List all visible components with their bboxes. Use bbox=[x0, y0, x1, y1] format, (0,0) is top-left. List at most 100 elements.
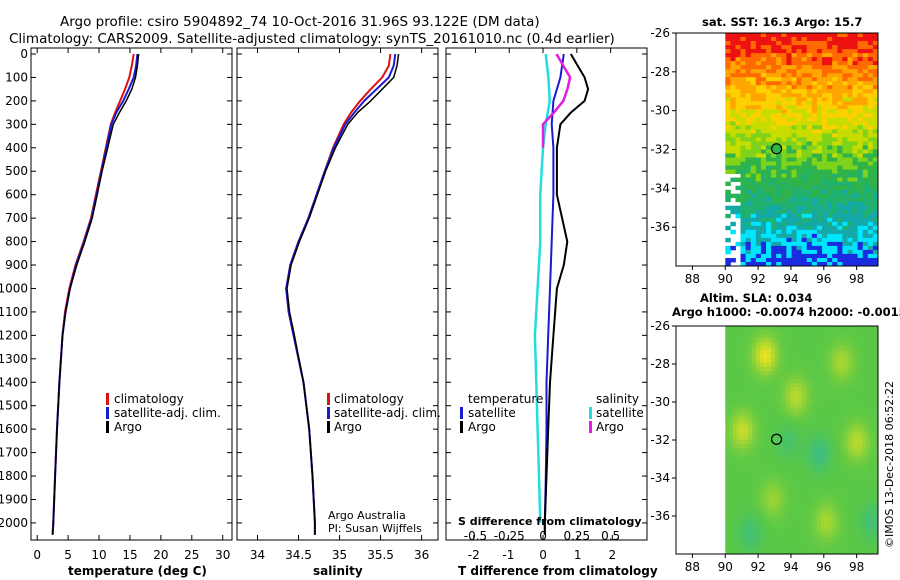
x-tick-label: 35.5 bbox=[367, 548, 394, 562]
s-tick-label: 0.5 bbox=[601, 529, 620, 543]
x-tick-label: 34.5 bbox=[285, 548, 312, 562]
sst-argo-marker bbox=[770, 143, 783, 155]
title-line-1: Argo profile: csiro 5904892_74 10-Oct-20… bbox=[60, 14, 540, 30]
depth-axis: 0 100 200 300 400 500 600 700 800 900 1000 1100 1200… bbox=[0, 47, 28, 530]
series-line-salinity-satellite bbox=[533, 53, 552, 523]
x-tick-label: 5 bbox=[64, 548, 72, 562]
sst-map-title: sat. SST: 16.3 Argo: 15.7 bbox=[702, 15, 862, 29]
depth-tick-label: 0 bbox=[20, 47, 28, 61]
lat-tick-label: -28 bbox=[650, 65, 670, 79]
difference-legend: temperature satellite Argo salinity sate… bbox=[460, 392, 644, 434]
legend-temperature-title: temperature bbox=[468, 392, 543, 406]
lon-tick-label: 90 bbox=[718, 560, 733, 574]
salinity-xlabel: salinity bbox=[313, 564, 363, 578]
s-tick-label: 0.25 bbox=[563, 529, 590, 543]
difference-panel: -2 -1 0 1 2 -0.5 -0.25 0 0.25 0.5 S difference fr… bbox=[445, 47, 658, 578]
legend-argo-swatch bbox=[327, 421, 330, 433]
lon-tick-label: 90 bbox=[718, 272, 733, 286]
salinity-legend: climatology satellite-adj. clim. Argo bbox=[327, 392, 441, 434]
lon-tick-label: 92 bbox=[750, 272, 765, 286]
credit-line-1: Argo Australia bbox=[328, 509, 406, 522]
lat-tick-label: -34 bbox=[650, 181, 670, 195]
credit-line-2: PI: Susan Wijffels bbox=[328, 522, 422, 535]
legend-t-argo-label: Argo bbox=[468, 420, 496, 434]
series-line-argo bbox=[51, 53, 140, 535]
lat-tick-label: -34 bbox=[650, 471, 670, 485]
sla-map-subtitle: Argo h1000: -0.0074 h2000: -0.0015 bbox=[672, 305, 900, 319]
title-line-2: Climatology: CARS2009. Satellite-adjuste… bbox=[9, 31, 615, 47]
lat-tick-label: -28 bbox=[650, 357, 670, 371]
lon-tick-label: 96 bbox=[816, 272, 831, 286]
lon-tick-label: 92 bbox=[750, 560, 765, 574]
x-tick-label: 0 bbox=[33, 548, 41, 562]
legend-s-satellite-swatch bbox=[589, 407, 592, 419]
x-tick-label: 36 bbox=[414, 548, 429, 562]
legend-satellite-label: satellite-adj. clim. bbox=[334, 406, 441, 420]
depth-tick-label: 1100 bbox=[0, 305, 28, 319]
series-line-temperature-argo bbox=[543, 53, 590, 535]
lon-tick-label: 98 bbox=[849, 272, 864, 286]
x-tick-label: 34 bbox=[250, 548, 265, 562]
series-line-satellite-adj-clim- bbox=[51, 53, 139, 535]
lat-tick-label: -30 bbox=[650, 104, 670, 118]
temperature-legend: climatology satellite-adj. clim. Argo bbox=[106, 392, 221, 434]
depth-tick-label: 1900 bbox=[0, 492, 28, 506]
t-difference-xlabel: T difference from climatology bbox=[458, 564, 658, 578]
legend-t-argo-swatch bbox=[460, 421, 463, 433]
legend-satellite-swatch bbox=[327, 407, 330, 419]
lon-tick-label: 94 bbox=[783, 272, 798, 286]
legend-t-satellite-swatch bbox=[460, 407, 463, 419]
legend-satellite-swatch bbox=[106, 407, 109, 419]
s-tick-label: -0.25 bbox=[494, 529, 525, 543]
s-tick-label: -0.5 bbox=[464, 529, 487, 543]
lat-tick-label: -26 bbox=[650, 319, 670, 333]
depth-tick-label: 1600 bbox=[0, 422, 28, 436]
depth-tick-label: 400 bbox=[5, 141, 28, 155]
difference-frame bbox=[445, 47, 648, 541]
x-tick-label: 10 bbox=[91, 548, 106, 562]
legend-climatology-label: climatology bbox=[114, 392, 184, 406]
x-tick-label: -1 bbox=[502, 548, 514, 562]
x-tick-label: 0 bbox=[539, 548, 547, 562]
salinity-frame bbox=[236, 47, 439, 541]
s-difference-label: S difference from climatology bbox=[458, 515, 642, 528]
s-tick-label: 0 bbox=[539, 529, 547, 543]
series-line-climatology bbox=[285, 53, 392, 535]
lat-tick-label: -36 bbox=[650, 220, 670, 234]
series-line-satellite-adj-clim- bbox=[285, 53, 397, 535]
lat-tick-label: -32 bbox=[650, 433, 670, 447]
legend-salinity-title: salinity bbox=[596, 392, 639, 406]
x-tick-label: 20 bbox=[153, 548, 168, 562]
sst-grid bbox=[725, 33, 879, 267]
temperature-frame bbox=[30, 47, 233, 541]
legend-s-argo-label: Argo bbox=[596, 420, 624, 434]
temperature-xlabel: temperature (deg C) bbox=[68, 564, 207, 578]
depth-tick-label: 100 bbox=[5, 70, 28, 84]
depth-tick-label: 1400 bbox=[0, 375, 28, 389]
lon-tick-label: 88 bbox=[685, 560, 700, 574]
x-tick-label: 25 bbox=[184, 548, 199, 562]
legend-argo-label: Argo bbox=[114, 420, 142, 434]
sla-grid bbox=[725, 326, 879, 555]
depth-tick-label: 300 bbox=[5, 117, 28, 131]
depth-tick-label: 1700 bbox=[0, 446, 28, 460]
sla-map-title: Altim. SLA: 0.034 bbox=[700, 291, 812, 305]
series-line-climatology bbox=[51, 53, 135, 535]
depth-tick-label: 200 bbox=[5, 94, 28, 108]
salinity-panel: 34 34.5 35 35.5 36 salinity climatology sate… bbox=[236, 47, 441, 578]
sla-map: Altim. SLA: 0.034 Argo h1000: -0.0074 h2… bbox=[650, 291, 900, 574]
x-tick-label: 30 bbox=[215, 548, 230, 562]
legend-s-argo-swatch bbox=[589, 421, 592, 433]
depth-tick-label: 1300 bbox=[0, 352, 28, 366]
legend-climatology-swatch bbox=[327, 393, 330, 405]
depth-tick-label: 1000 bbox=[0, 281, 28, 295]
legend-argo-swatch bbox=[106, 421, 109, 433]
sla-argo-marker bbox=[770, 433, 783, 445]
x-tick-label: 15 bbox=[122, 548, 137, 562]
depth-tick-label: 1800 bbox=[0, 469, 28, 483]
series-line-temperature-satellite bbox=[543, 53, 565, 535]
x-tick-label: 35 bbox=[332, 548, 347, 562]
lon-tick-label: 96 bbox=[816, 560, 831, 574]
lat-tick-label: -32 bbox=[650, 143, 670, 157]
